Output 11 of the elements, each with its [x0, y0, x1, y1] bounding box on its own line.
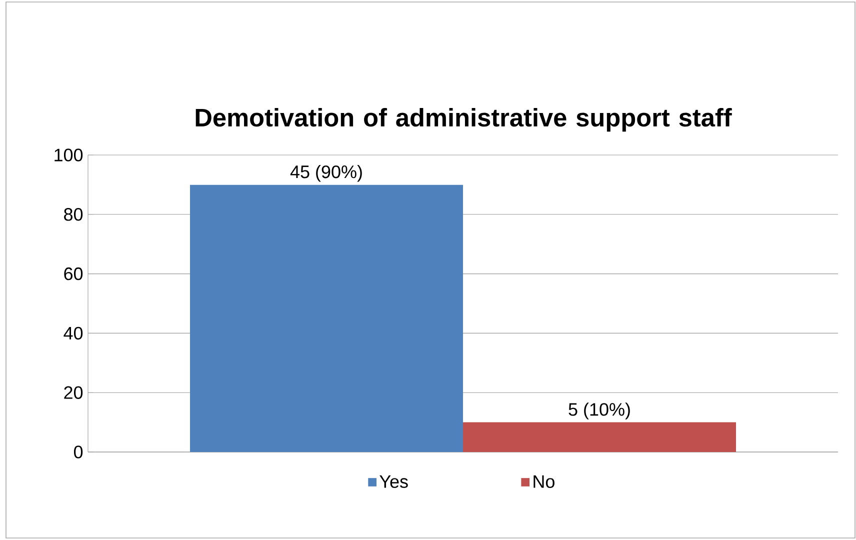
- y-tick-label: 0: [74, 446, 83, 458]
- legend-label: Yes: [380, 475, 408, 488]
- chart-title: Demotivation of administrative support staff: [196, 108, 732, 132]
- y-tick-label: 60: [64, 267, 83, 280]
- y-tick-label: 80: [64, 208, 83, 221]
- y-tick-label: 40: [64, 326, 83, 340]
- y-tick-label: 20: [64, 386, 83, 399]
- data-label: 45 (90%): [290, 164, 362, 182]
- y-tick-label: 100: [54, 148, 83, 162]
- data-label: 5 (10%): [568, 402, 630, 420]
- legend-label: No: [534, 475, 554, 488]
